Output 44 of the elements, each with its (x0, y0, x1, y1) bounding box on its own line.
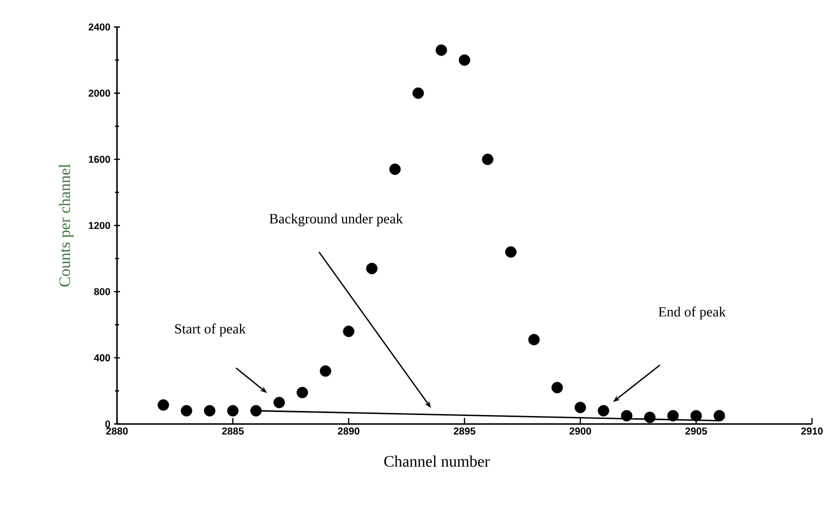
x-tick-label: 2890 (338, 428, 360, 435)
point (528, 334, 540, 346)
annotation: Start of peak (175, 324, 246, 336)
point (598, 405, 610, 416)
y-tick-label: 1600 (88, 156, 110, 163)
point (574, 402, 586, 414)
y-tick-label: 800 (94, 288, 110, 296)
point (227, 405, 239, 416)
y-tick-label: 1200 (88, 222, 110, 230)
annotation: End of peak (658, 306, 726, 320)
point (644, 412, 656, 424)
point (551, 382, 563, 394)
point (204, 405, 216, 416)
y-tick-label: 2000 (88, 90, 110, 97)
x-axis-title: Channel number (384, 456, 490, 467)
point (158, 399, 170, 411)
point (180, 405, 192, 416)
point (412, 87, 424, 99)
x-tick-label: 2910 (801, 428, 823, 435)
point (342, 326, 354, 338)
x-tick-label: 2900 (570, 428, 592, 435)
y-tick-label: 2400 (88, 23, 110, 31)
point (505, 246, 517, 258)
x-tick-label: 2895 (454, 428, 476, 435)
x-tick-label: 2885 (222, 428, 244, 435)
point (482, 154, 494, 166)
point (389, 164, 401, 175)
annotation: Background under peak (270, 214, 403, 226)
point (690, 410, 702, 422)
point (458, 54, 470, 66)
point (366, 262, 378, 274)
point (320, 365, 332, 377)
x-tick-label: 2905 (685, 428, 708, 435)
point (620, 410, 632, 422)
point (250, 405, 262, 416)
x-tick-label: 2880 (106, 428, 128, 435)
point (296, 386, 308, 398)
y-axis-title: Counts per channel (58, 164, 74, 287)
y-tick-label: 400 (94, 354, 110, 362)
point (273, 396, 285, 408)
point (436, 44, 448, 56)
point (714, 410, 726, 422)
point (667, 410, 679, 422)
y-tick-label: 0 (105, 420, 110, 428)
